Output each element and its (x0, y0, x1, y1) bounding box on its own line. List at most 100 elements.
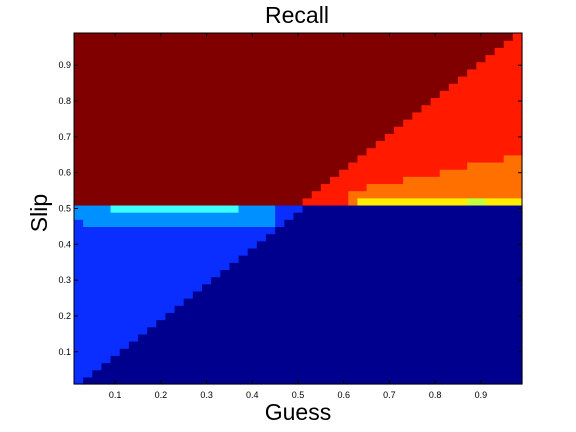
heatmap-cell (430, 97, 523, 106)
heatmap-cell (156, 319, 523, 328)
heatmap-cell (92, 369, 523, 378)
x-tick-label: 0.1 (109, 390, 122, 400)
x-tick-label: 0.4 (246, 390, 259, 400)
heatmap-cells (74, 33, 523, 385)
heatmap-cell (467, 68, 523, 77)
x-tick-label: 0.7 (383, 390, 396, 400)
heatmap-cell (348, 161, 468, 170)
heatmap-cell (375, 140, 523, 149)
heatmap-cell (74, 118, 404, 127)
heatmap-cell (284, 219, 523, 228)
heatmap-cell (101, 362, 523, 371)
y-tick-label: 0.5 (58, 204, 71, 214)
heatmap-cell (74, 40, 505, 48)
heatmap-cell (348, 190, 523, 199)
heatmap-cell (74, 183, 322, 192)
heatmap-cell (74, 97, 432, 106)
x-tick-label: 0.3 (200, 390, 213, 400)
heatmap-cell (320, 183, 368, 192)
heatmap-cell (74, 319, 157, 328)
heatmap-cell (512, 33, 523, 41)
heatmap-cell (119, 348, 523, 356)
heatmap-cell (74, 190, 313, 199)
x-tick-label: 0.5 (292, 390, 305, 400)
heatmap-cell (476, 61, 523, 70)
y-axis-ticks: 0.1 0.2 0.3 0.4 0.5 0.6 0.7 0.8 0.9 (58, 60, 522, 357)
heatmap-cell (403, 118, 523, 127)
heatmap-cell (74, 68, 468, 77)
heatmap-cell (74, 298, 185, 306)
heatmap-cell (74, 305, 176, 313)
heatmap-cell (74, 312, 167, 321)
heatmap-cell (74, 290, 194, 299)
heatmap-cell (74, 276, 212, 285)
heatmap-cell (74, 233, 267, 242)
heatmap-cell (74, 362, 103, 371)
heatmap-cell (275, 212, 295, 220)
heatmap-cell (74, 54, 487, 63)
heatmap-cell (467, 161, 523, 170)
heatmap-cell (412, 111, 523, 120)
heatmap-cell (330, 176, 404, 185)
heatmap-cell (238, 255, 523, 263)
heatmap-cell (366, 147, 523, 156)
heatmap-cell (74, 169, 340, 177)
heatmap-cell (439, 169, 523, 177)
heatmap-cell (293, 212, 523, 220)
heatmap-cell (467, 197, 487, 206)
heatmap-cell (74, 226, 276, 235)
heatmap-cell (74, 147, 368, 156)
heatmap-cell (348, 197, 359, 206)
heatmap-cell (74, 369, 93, 378)
heatmap-cell (394, 126, 523, 134)
heatmap-cell (74, 83, 450, 91)
x-tick-label: 0.9 (475, 390, 488, 400)
heatmap-cell (128, 341, 523, 349)
heatmap-cell (74, 326, 148, 335)
heatmap-cell (83, 376, 523, 385)
heatmap-cell (138, 333, 523, 342)
heatmap-cell (485, 54, 523, 63)
heatmap-cell (74, 133, 386, 142)
heatmap-cell (174, 305, 523, 313)
heatmap-cell (74, 61, 477, 70)
heatmap-cell (74, 355, 112, 364)
heatmap-cell (439, 90, 523, 99)
heatmap-cell (110, 355, 523, 364)
heatmap-cell (247, 247, 523, 256)
x-axis-ticks: 0.1 0.2 0.3 0.4 0.5 0.6 0.7 0.8 0.9 (109, 33, 487, 400)
heatmap-cell (74, 126, 395, 134)
heatmap-cell (165, 312, 523, 321)
y-tick-label: 0.2 (58, 311, 71, 321)
heatmap-cell (147, 326, 523, 335)
heatmap-cell (74, 333, 139, 342)
y-tick-label: 0.3 (58, 275, 71, 285)
y-tick-label: 0.4 (58, 239, 71, 249)
heatmap-cell (74, 90, 441, 99)
x-tick-label: 0.8 (429, 390, 442, 400)
y-tick-label: 0.6 (58, 168, 71, 178)
heatmap-cell (275, 226, 523, 235)
heatmap-cell (302, 204, 523, 213)
heatmap-cell (448, 83, 523, 91)
heatmap-cell (74, 176, 331, 185)
heatmap-cell (74, 341, 130, 349)
heatmap-cell (74, 247, 249, 256)
heatmap-cell (421, 104, 523, 113)
heatmap-cell (74, 197, 304, 206)
heatmap-cell (74, 283, 203, 292)
heatmap-cell (74, 104, 423, 113)
heatmap-cell (74, 212, 276, 220)
heatmap-cell (311, 190, 349, 199)
heatmap-cell (183, 298, 523, 306)
chart-title: Recall (265, 2, 329, 28)
x-tick-label: 0.6 (337, 390, 350, 400)
heatmap-cell (83, 219, 276, 228)
heatmap-cell (74, 255, 240, 263)
y-tick-label: 0.8 (58, 96, 71, 106)
y-axis-label: Slip (26, 194, 52, 232)
heatmap-cell (366, 183, 523, 192)
heatmap-cell (74, 33, 514, 41)
heatmap-cell (74, 111, 413, 120)
